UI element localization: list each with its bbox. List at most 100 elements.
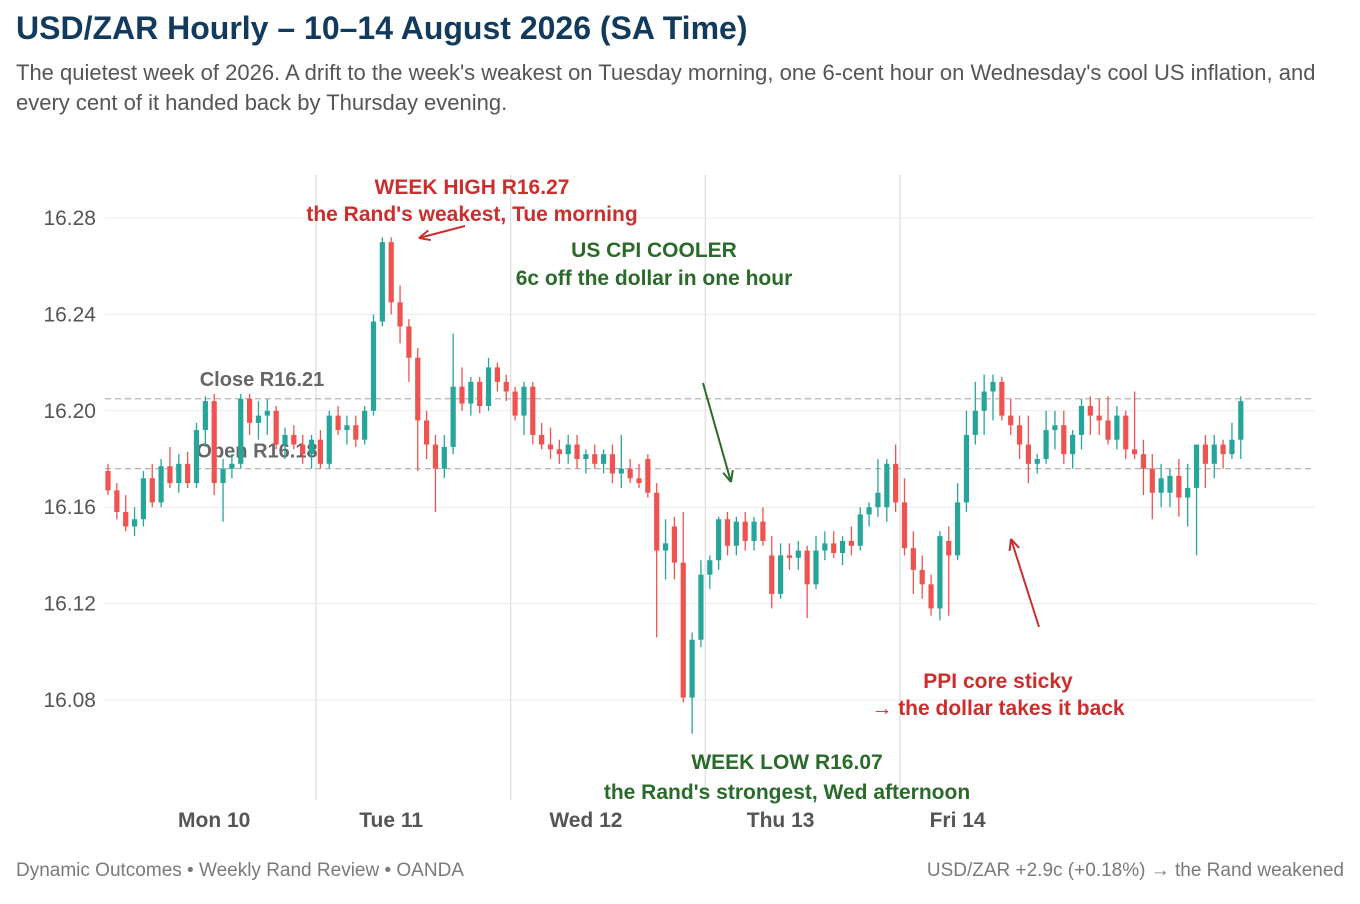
candle-body bbox=[698, 574, 704, 640]
candle-body bbox=[176, 463, 182, 484]
candle-body bbox=[503, 381, 509, 392]
arrow-head bbox=[418, 229, 432, 242]
candle-79 bbox=[804, 545, 810, 619]
candle-63 bbox=[662, 519, 669, 580]
candle-body bbox=[485, 367, 492, 406]
candle-body bbox=[680, 562, 686, 698]
candle-89 bbox=[893, 444, 899, 513]
annotation-ppi-line-1: PPI core sticky bbox=[923, 670, 1073, 693]
candle-14 bbox=[229, 454, 235, 479]
candle-60 bbox=[636, 463, 642, 488]
candle-113 bbox=[1105, 396, 1111, 445]
candle-36 bbox=[424, 410, 430, 459]
candle-body bbox=[760, 521, 766, 541]
annotation-low-line-2: the Rand's strongest, Wed afternoon bbox=[604, 781, 970, 804]
candle-41 bbox=[468, 377, 474, 416]
arrow-shaft bbox=[418, 225, 466, 239]
candle-body bbox=[459, 386, 465, 404]
candle-21 bbox=[291, 425, 297, 450]
candle-103 bbox=[1016, 415, 1023, 459]
candle-76 bbox=[778, 543, 784, 599]
candle-body bbox=[247, 398, 253, 423]
candle-body bbox=[114, 490, 120, 513]
candle-body bbox=[999, 381, 1005, 416]
candle-body bbox=[990, 381, 996, 392]
candle-body bbox=[238, 398, 244, 464]
candle-body bbox=[362, 410, 368, 440]
candle-18 bbox=[264, 398, 270, 435]
candle-22 bbox=[300, 434, 306, 464]
candle-52 bbox=[565, 434, 571, 464]
candle-20 bbox=[282, 427, 288, 459]
reference-label-1: Open R16.18 bbox=[196, 441, 317, 463]
candle-body bbox=[450, 386, 456, 447]
candle-body bbox=[1158, 478, 1164, 493]
candle-67 bbox=[698, 560, 704, 647]
candle-body bbox=[1132, 449, 1138, 455]
day-boundaries bbox=[315, 175, 901, 800]
candle-45 bbox=[503, 374, 509, 402]
candle-86 bbox=[866, 502, 872, 527]
candle-body bbox=[282, 434, 288, 445]
candle-body bbox=[468, 381, 474, 404]
candle-108 bbox=[1061, 410, 1067, 464]
candle-40 bbox=[459, 367, 465, 411]
candle-80 bbox=[813, 536, 819, 590]
candle-body bbox=[317, 439, 323, 464]
candle-66 bbox=[689, 632, 695, 734]
candle-70 bbox=[724, 512, 731, 556]
xtick-label-1: Tue 11 bbox=[359, 809, 423, 832]
candle-73 bbox=[751, 516, 757, 551]
candle-body bbox=[601, 454, 607, 464]
annotations: WEEK HIGH R16.27 the Rand's weakest, Tue… bbox=[306, 176, 1125, 804]
candle-body bbox=[963, 434, 970, 503]
candle-body bbox=[1087, 405, 1093, 416]
candle-102 bbox=[1008, 398, 1014, 435]
candle-8 bbox=[176, 454, 182, 493]
candle-body bbox=[857, 514, 863, 546]
candle-body bbox=[618, 468, 624, 474]
candle-48 bbox=[530, 381, 536, 445]
candle-1 bbox=[114, 483, 120, 520]
candle-5 bbox=[149, 463, 155, 508]
candle-body bbox=[1211, 444, 1217, 464]
candle-body bbox=[565, 444, 571, 455]
candle-118 bbox=[1149, 454, 1155, 520]
candle-body bbox=[1034, 459, 1040, 464]
axes: 16.28 16.24 16.20 16.16 16.12 16.08 Mon 10 Tue … bbox=[43, 207, 985, 832]
candle-78 bbox=[795, 540, 801, 570]
candle-body bbox=[211, 401, 217, 484]
candle-body bbox=[273, 410, 279, 445]
arrow-cpi bbox=[702, 382, 734, 483]
arrow-shaft bbox=[1010, 538, 1040, 628]
annotation-cpi-line-2: 6c off the dollar in one hour bbox=[516, 267, 793, 290]
candle-26 bbox=[335, 405, 341, 435]
candle-124 bbox=[1202, 434, 1208, 488]
candle-54 bbox=[583, 449, 589, 474]
arrow-week-high bbox=[418, 225, 466, 242]
candle-81 bbox=[822, 531, 828, 561]
candle-body bbox=[884, 463, 890, 508]
arrow-ppi bbox=[1008, 538, 1040, 628]
candle-body bbox=[477, 381, 483, 406]
grid bbox=[105, 217, 1315, 701]
chart-title: USD/ZAR Hourly – 10–14 August 2026 (SA T… bbox=[16, 10, 748, 46]
candle-body bbox=[441, 446, 447, 469]
candle-32 bbox=[388, 237, 394, 315]
candle-37 bbox=[432, 434, 439, 513]
candle-body bbox=[716, 519, 722, 561]
candle-34 bbox=[406, 319, 412, 382]
xtick-label-3: Thu 13 bbox=[747, 809, 815, 832]
candle-body bbox=[707, 560, 713, 575]
candle-42 bbox=[477, 377, 483, 414]
candle-56 bbox=[601, 449, 607, 474]
candle-body bbox=[1202, 444, 1208, 464]
candle-body bbox=[1193, 444, 1200, 488]
candle-12 bbox=[211, 393, 217, 496]
candle-59 bbox=[627, 459, 633, 484]
candle-body bbox=[919, 569, 925, 585]
arrow-head bbox=[722, 469, 734, 483]
candle-62 bbox=[654, 483, 660, 638]
candle-body bbox=[415, 357, 421, 421]
